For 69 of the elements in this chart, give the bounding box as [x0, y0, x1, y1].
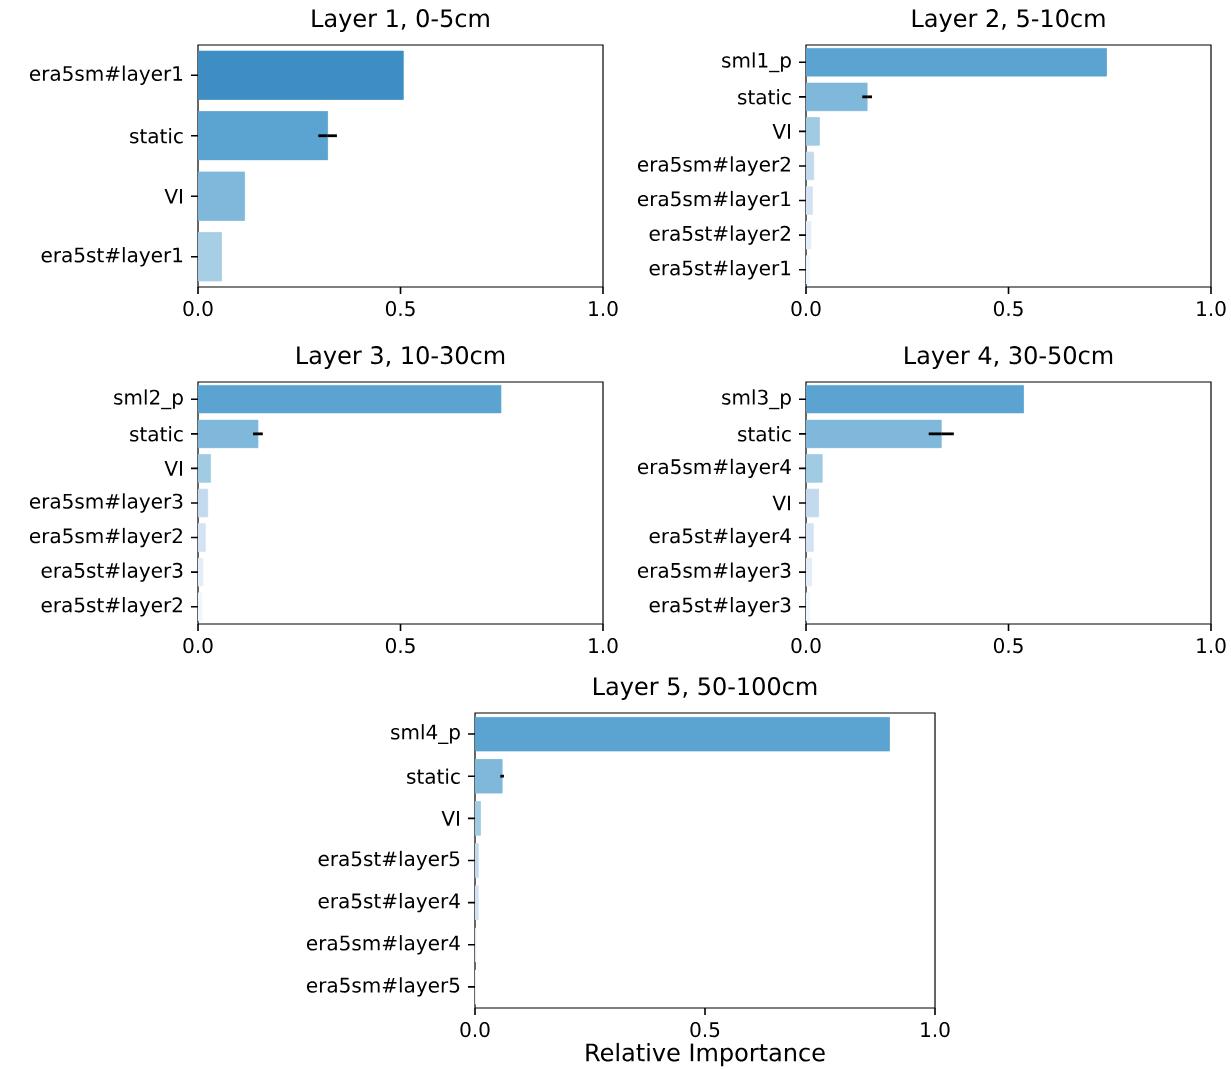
y-tick-label: static: [130, 127, 183, 144]
y-tick-label: sml2_p: [114, 389, 183, 410]
x-tick-label: 0.0: [460, 1022, 490, 1038]
y-tick-label: era5sm#layer1: [29, 65, 183, 85]
y-tick-label: static: [130, 426, 183, 442]
y-tick-label: VI: [441, 811, 459, 826]
bar: [806, 117, 820, 146]
y-tick-label: era5sm#layer4: [306, 935, 460, 955]
bar: [198, 523, 206, 552]
y-tick-label: era5st#layer4: [318, 892, 460, 913]
x-tick-label: 0.5: [385, 301, 415, 317]
y-tick-label: era5sm#layer3: [637, 562, 791, 582]
x-tick-label: 0.5: [993, 301, 1023, 317]
y-tick-label: era5sm#layer2: [637, 156, 790, 176]
bar: [475, 758, 503, 794]
bar: [475, 716, 890, 752]
x-tick-label: 0.0: [791, 301, 821, 317]
x-tick-label: 1.0: [1197, 638, 1226, 654]
bar: [475, 843, 479, 878]
bar: [806, 488, 819, 518]
chart-title: Layer 4, 30-50cm: [905, 346, 1113, 369]
x-axis-title: Relative Importance: [586, 1042, 825, 1067]
y-tick-label: static: [738, 426, 791, 442]
y-tick-label: static: [407, 768, 460, 784]
y-tick-label: era5st#layer2: [41, 597, 182, 617]
x-tick-label: 0.5: [690, 1022, 720, 1038]
bar: [806, 592, 811, 621]
chart-title: Layer 5, 50-100cm: [594, 677, 817, 700]
x-tick-label: 0.0: [183, 301, 213, 317]
bar: [198, 488, 209, 518]
bar: [475, 801, 481, 836]
y-tick-label: era5st#layer3: [41, 562, 183, 582]
y-tick-label: static: [738, 89, 791, 105]
y-tick-label: era5st#layer3: [649, 597, 791, 617]
y-tick-label: era5sm#layer3: [29, 493, 183, 513]
bar: [198, 111, 328, 161]
x-tick-label: 0.0: [791, 638, 821, 654]
bar: [806, 151, 815, 181]
bar: [806, 523, 814, 552]
x-tick-label: 1.0: [589, 301, 618, 317]
y-tick-label: sml4_p: [391, 724, 460, 745]
y-tick-label: sml1_p: [722, 52, 791, 73]
y-tick-label: era5sm#layer4: [637, 458, 791, 479]
x-tick-label: 1.0: [921, 1022, 950, 1038]
bar: [806, 454, 823, 483]
bar: [806, 255, 811, 284]
y-tick-label: VI: [772, 124, 790, 139]
y-tick-label: era5sm#layer2: [29, 527, 182, 548]
y-tick-label: era5st#layer5: [318, 850, 460, 871]
y-tick-label: VI: [164, 188, 182, 204]
y-tick-label: VI: [164, 461, 182, 476]
y-tick-label: era5st#layer2: [649, 225, 790, 245]
x-tick-label: 0.0: [183, 638, 213, 654]
y-tick-label: VI: [772, 495, 790, 511]
y-tick-label: era5st#layer1: [41, 247, 183, 267]
y-tick-label: era5sm#layer1: [637, 190, 791, 211]
x-tick-label: 1.0: [1197, 301, 1226, 317]
x-tick-label: 0.5: [993, 638, 1023, 654]
chart-title: Layer 2, 5-10cm: [912, 9, 1105, 32]
chart-title: Layer 3, 10-30cm: [297, 346, 505, 369]
bar: [475, 885, 479, 920]
x-tick-label: 1.0: [589, 638, 618, 654]
bar: [198, 419, 259, 449]
y-tick-label: era5st#layer1: [649, 260, 791, 280]
y-tick-label: sml3_p: [722, 389, 791, 410]
x-tick-label: 0.5: [385, 638, 415, 654]
chart-title: Layer 1, 0-5cm: [312, 9, 489, 32]
y-tick-label: era5sm#layer5: [306, 977, 460, 997]
y-tick-label: era5st#layer4: [649, 527, 791, 548]
